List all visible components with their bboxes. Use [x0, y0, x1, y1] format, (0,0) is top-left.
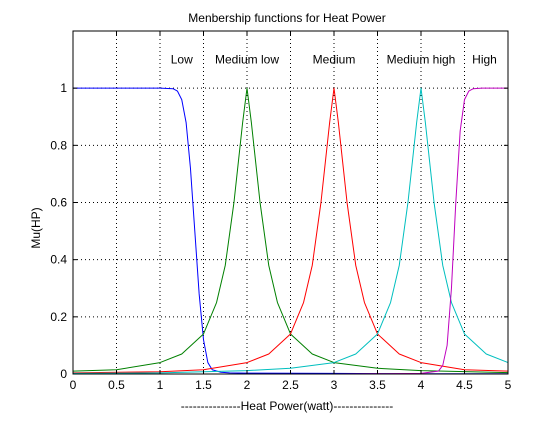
- x-tick-label: 1: [157, 378, 164, 392]
- series-line-medium-high: [72, 87, 509, 374]
- series-line-medium-low: [72, 87, 509, 374]
- x-tick-label: 4.5: [456, 378, 473, 392]
- x-tick-label: 4: [418, 378, 425, 392]
- set-label-low: Low: [171, 53, 193, 67]
- y-tick-label: 0.8: [50, 138, 67, 152]
- tick-labels: 0 0.5 1 1.5 2 2.5 3 3.5 4 4.5 5 0 0.2 0.4 0.6 0.8 1: [50, 81, 511, 392]
- set-label-medium: Medium: [313, 53, 356, 67]
- set-label-medium-low: Medium low: [215, 53, 279, 67]
- chart-title: Menbership functions for Heat Power: [188, 11, 385, 25]
- y-axis-label: Mu(HP): [29, 207, 43, 248]
- series-line-low: [73, 87, 508, 375]
- y-tick-label: 0: [60, 367, 67, 381]
- x-tick-label: 2.5: [282, 378, 299, 392]
- y-tick-label: 0.4: [50, 253, 67, 267]
- x-tick-label: 3.5: [369, 378, 386, 392]
- tick-marks: [72, 31, 509, 375]
- series-lines: [72, 87, 509, 375]
- plot-area-background: [73, 31, 508, 374]
- set-labels: Low Medium low Medium Medium high High: [171, 53, 497, 67]
- y-tick-label: 1: [60, 81, 67, 95]
- series-line-medium: [72, 87, 509, 374]
- set-label-medium-high: Medium high: [387, 53, 456, 67]
- x-tick-label: 5: [505, 378, 512, 392]
- x-tick-label: 2: [244, 378, 251, 392]
- series-line-high: [73, 87, 508, 375]
- x-tick-label: 0: [70, 378, 77, 392]
- y-tick-label: 0.6: [50, 196, 67, 210]
- y-tick-label: 0.2: [50, 310, 67, 324]
- set-label-high: High: [472, 53, 497, 67]
- x-tick-label: 1.5: [195, 378, 212, 392]
- x-tick-label: 3: [331, 378, 338, 392]
- x-tick-label: 0.5: [108, 378, 125, 392]
- x-axis-label: ---------------Heat Power(watt)---------…: [181, 399, 394, 413]
